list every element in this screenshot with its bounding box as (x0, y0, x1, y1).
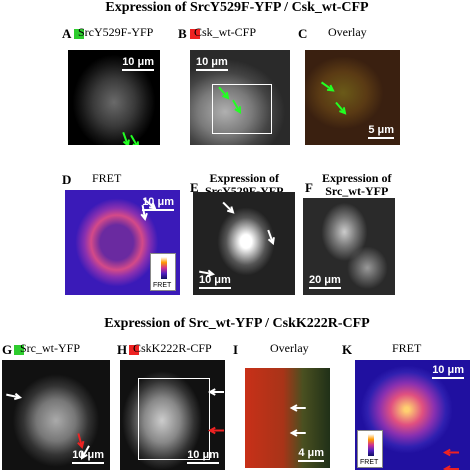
arrow (442, 448, 459, 457)
label-line: Src_wt-YFP (325, 184, 389, 198)
panel-letter: B (178, 26, 187, 41)
colorbar: FRET (357, 430, 383, 468)
arrows (207, 388, 224, 435)
arrows (218, 86, 242, 115)
arrow (442, 465, 459, 470)
scale-bar: 20 μm (309, 274, 341, 289)
colorbar-label: FRET (360, 459, 379, 466)
panel-letter: H (117, 342, 128, 357)
micrograph: 10 μm (120, 360, 225, 470)
arrow (289, 429, 306, 437)
micrograph: 10 μm (2, 360, 110, 470)
label-line: Src_wt-YFP (20, 341, 81, 355)
arrow (80, 445, 90, 460)
panel-letter: K (342, 342, 353, 357)
label-line: SrcY529F-YFP (78, 25, 154, 39)
arrow (222, 201, 235, 214)
roi-box (138, 378, 210, 460)
arrow (320, 81, 335, 92)
arrow (207, 426, 224, 435)
scale-bar: 5 μm (368, 124, 394, 139)
arrow (130, 134, 139, 145)
arrow (218, 86, 230, 100)
panel-label: FRET (392, 342, 421, 355)
label-line: Overlay (270, 341, 309, 355)
panel-label: Overlay (328, 26, 367, 39)
figure-title: Expression of SrcY529F-YFP / Csk_wt-CFP (105, 0, 369, 15)
colorbar: FRET (150, 253, 176, 291)
colorbar-ramp (161, 257, 167, 279)
label-line: FRET (92, 171, 122, 185)
arrow (143, 198, 157, 210)
scale-bar: 10 μm (199, 274, 231, 289)
label-line: Expression of (209, 171, 279, 185)
arrow (335, 101, 347, 115)
colorbar-label: FRET (153, 282, 172, 289)
micrograph: 4 μm (245, 368, 330, 468)
panel-label: SrcY529F-YFP (78, 26, 153, 39)
legend-swatch (14, 345, 24, 355)
panel-label: FRET (92, 172, 121, 185)
panel-label: Expression of Src_wt-YFP (322, 172, 391, 198)
arrow (77, 433, 85, 450)
arrows (199, 201, 275, 277)
micrograph: 10 μm FRET (355, 360, 470, 470)
arrow (122, 132, 130, 145)
label-line: Expression of (322, 171, 392, 185)
scale-bar: 10 μm (196, 56, 228, 71)
micrograph: 5 μm (305, 50, 400, 145)
label-line: CskK222R-CFP (133, 341, 212, 355)
roi-box (212, 84, 272, 134)
panel-label: Csk_wt-CFP (194, 26, 256, 39)
panel-label: CskK222R-CFP (133, 342, 212, 355)
figure-title: Expression of Src_wt-YFP / CskK222R-CFP (104, 316, 370, 331)
arrows (320, 81, 347, 115)
scale-bar: 10 μm (187, 449, 219, 464)
scale-bar: 10 μm (432, 364, 464, 379)
panel-letter: I (233, 342, 239, 357)
scale-bar: 10 μm (72, 449, 104, 464)
arrow (207, 388, 224, 396)
arrow (232, 99, 242, 115)
arrows (289, 404, 306, 437)
label-line: Overlay (328, 25, 367, 39)
panel-label: Src_wt-YFP (20, 342, 80, 355)
panel-letter: C (298, 26, 308, 41)
arrows (442, 448, 459, 470)
panel-letter: G (2, 342, 13, 357)
micrograph: 10 μm (190, 50, 290, 145)
panel-letter: F (305, 180, 313, 195)
scale-bar: 4 μm (298, 447, 324, 462)
panel-letter: E (190, 180, 199, 195)
arrow (267, 229, 275, 246)
legend-swatch (129, 345, 139, 355)
arrows (140, 198, 157, 221)
panel-letter: D (62, 172, 72, 187)
arrows (6, 392, 90, 460)
micrograph: 10 μm (68, 50, 160, 145)
label-line: Csk_wt-CFP (194, 25, 257, 39)
micrograph: 20 μm (303, 198, 395, 295)
arrow (289, 404, 306, 412)
colorbar-ramp (368, 434, 374, 456)
micrograph: 10 μm FRET (65, 190, 180, 295)
micrograph: 10 μm (193, 192, 295, 295)
arrow (140, 204, 148, 221)
legend-swatch (190, 29, 200, 39)
arrow (199, 269, 216, 277)
scale-bar: 10 μm (122, 56, 154, 71)
legend-swatch (74, 29, 84, 39)
arrows (122, 132, 139, 145)
panel-letter: A (62, 26, 72, 41)
label-line: FRET (392, 341, 422, 355)
arrow (6, 392, 23, 401)
panel-label: Overlay (270, 342, 309, 355)
